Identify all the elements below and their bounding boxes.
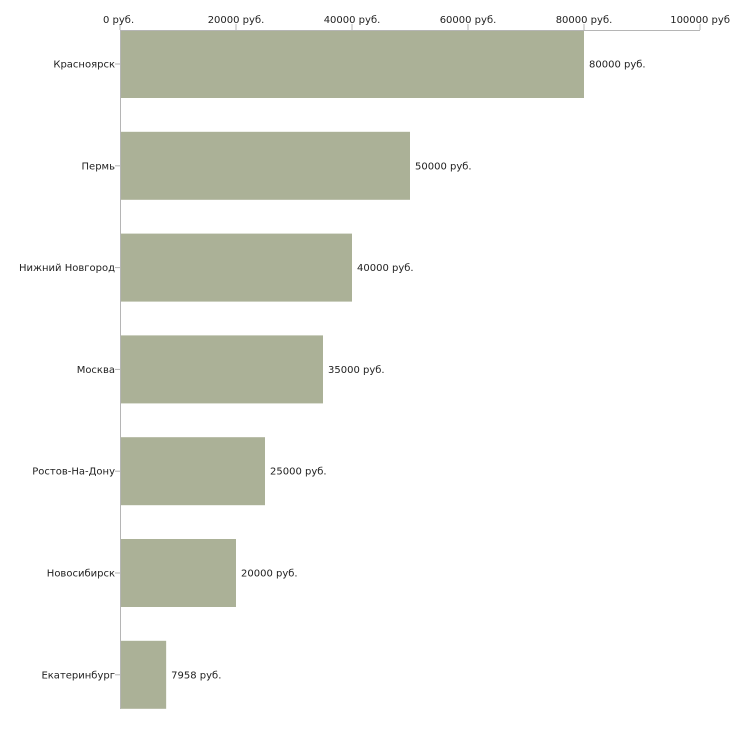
x-tick-label: 60000 руб. xyxy=(440,15,497,26)
data-label: 40000 руб. xyxy=(357,263,414,274)
axes xyxy=(115,30,700,709)
x-tick-label: 40000 руб. xyxy=(324,15,381,26)
data-label: 7958 руб. xyxy=(171,670,221,681)
category-label: Пермь xyxy=(82,161,116,172)
category-label: Новосибирск xyxy=(47,569,115,580)
bar xyxy=(120,437,265,506)
data-label: 20000 руб. xyxy=(241,569,298,580)
bar xyxy=(120,335,323,404)
bar xyxy=(120,640,167,709)
category-label: Екатеринбург xyxy=(41,670,115,681)
data-label: 80000 руб. xyxy=(589,60,646,71)
bar xyxy=(120,539,236,607)
bar xyxy=(120,131,410,200)
x-tick-label: 20000 руб. xyxy=(208,15,265,26)
category-label: Москва xyxy=(77,365,115,376)
bar xyxy=(120,233,352,302)
bars xyxy=(120,30,584,709)
data-label: 25000 руб. xyxy=(270,467,327,478)
x-tick-label: 80000 руб. xyxy=(556,15,613,26)
x-tick-label: 100000 руб xyxy=(670,15,730,26)
data-label: 35000 руб. xyxy=(328,365,385,376)
category-label: Нижний Новгород xyxy=(19,263,115,274)
labels: Красноярск 80000 руб. Пермь 50000 руб. Нижни… xyxy=(19,60,646,682)
data-label: 50000 руб. xyxy=(415,161,472,172)
x-axis-ticks: 0 руб. 20000 руб. 40000 руб. 60000 руб. 8000… xyxy=(103,15,730,30)
bar xyxy=(120,30,584,98)
x-tick-label: 0 руб. xyxy=(103,15,134,26)
category-label: Ростов-На-Дону xyxy=(32,467,115,478)
category-label: Красноярск xyxy=(53,60,115,71)
